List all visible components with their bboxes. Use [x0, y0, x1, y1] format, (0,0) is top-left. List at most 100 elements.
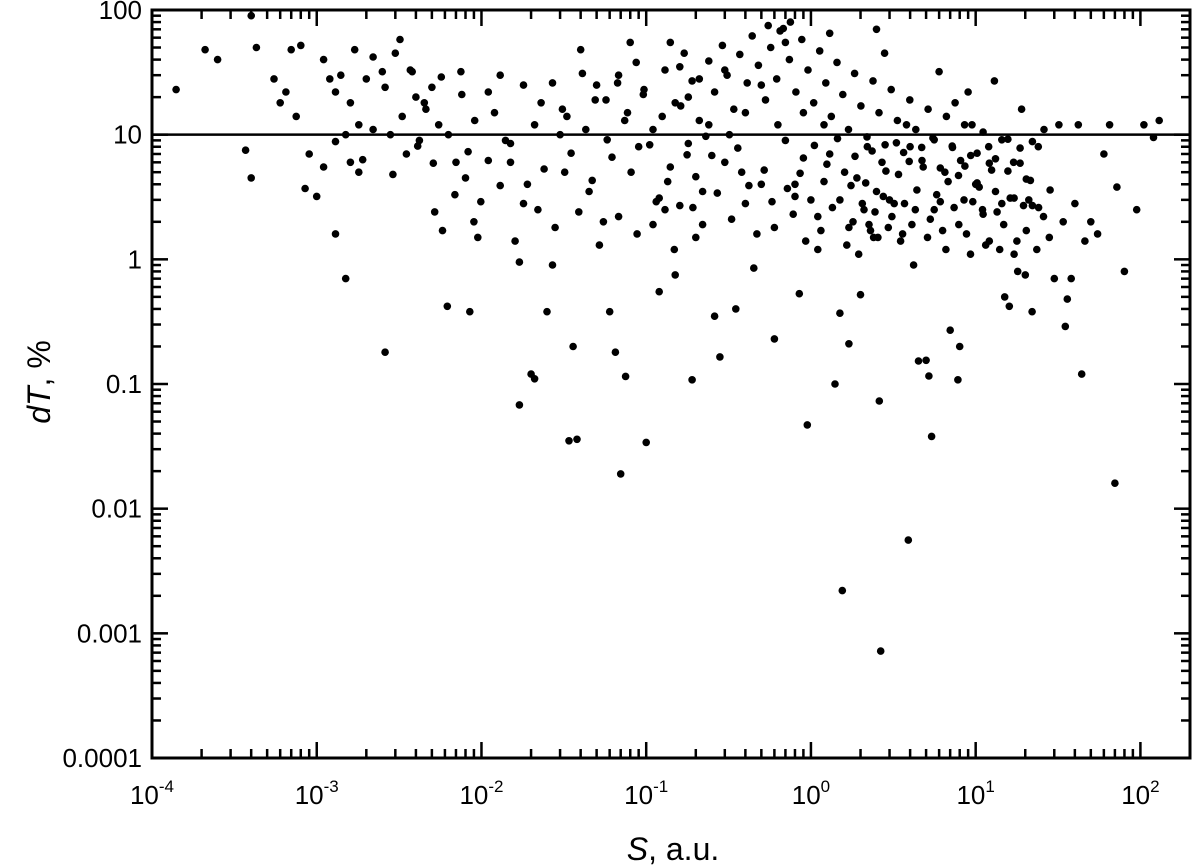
data-point — [909, 261, 918, 269]
data-point — [1140, 121, 1148, 129]
data-point — [962, 230, 971, 238]
data-point — [452, 158, 460, 167]
data-point — [391, 49, 400, 57]
data-point — [623, 108, 632, 117]
data-point — [652, 197, 660, 206]
data-point — [750, 264, 758, 272]
data-point — [1034, 203, 1043, 212]
data-point — [1010, 250, 1018, 258]
data-point — [872, 187, 881, 196]
data-point — [1033, 245, 1041, 254]
data-point — [458, 90, 466, 99]
data-point — [968, 121, 976, 129]
data-point — [973, 179, 981, 187]
data-point — [710, 88, 719, 96]
data-point — [985, 237, 994, 245]
data-point — [1016, 144, 1024, 152]
data-point — [768, 197, 776, 206]
data-point — [1021, 271, 1030, 279]
y-axis-title: dT, % — [21, 340, 57, 424]
data-point — [1034, 142, 1043, 151]
data-point — [902, 121, 911, 129]
data-point — [861, 179, 870, 187]
data-point — [614, 71, 623, 79]
x-tick-label: 10-4 — [130, 777, 174, 810]
data-point — [845, 223, 853, 232]
data-point — [1093, 230, 1102, 238]
x-tick-label: 10-1 — [624, 777, 668, 810]
data-point — [1067, 274, 1075, 283]
x-tick-base: 10 — [459, 780, 488, 810]
data-point — [966, 250, 975, 258]
data-point — [796, 169, 804, 178]
data-point — [935, 67, 943, 76]
data-point — [919, 163, 927, 171]
data-point — [814, 212, 822, 221]
data-point — [998, 136, 1006, 144]
y-axis-variable: dT — [21, 384, 57, 424]
data-point — [331, 137, 340, 146]
data-point — [961, 162, 969, 170]
data-point — [1155, 116, 1163, 125]
data-point — [966, 151, 975, 160]
data-point — [437, 73, 446, 81]
data-point — [396, 35, 404, 44]
data-point — [270, 75, 278, 83]
data-point — [429, 159, 438, 167]
data-point — [355, 168, 363, 176]
x-tick-label: 10-2 — [459, 777, 503, 810]
data-point — [839, 90, 847, 99]
data-point — [828, 203, 837, 212]
data-point — [1013, 267, 1022, 276]
x-tick-exponent: -2 — [488, 777, 503, 796]
data-point — [172, 85, 180, 94]
data-point — [519, 199, 528, 208]
data-point — [1120, 267, 1129, 276]
data-point — [1046, 186, 1054, 194]
data-point — [634, 142, 643, 151]
data-point — [680, 49, 688, 57]
data-point — [817, 226, 825, 235]
data-point — [872, 25, 881, 34]
data-point — [896, 237, 905, 245]
data-point — [783, 184, 792, 193]
data-point — [850, 69, 859, 78]
data-point — [936, 164, 945, 172]
data-point — [543, 307, 551, 316]
data-point — [496, 71, 505, 79]
data-point — [530, 375, 539, 383]
data-point — [875, 397, 884, 405]
x-tick-base: 10 — [792, 780, 821, 810]
data-point — [1040, 125, 1048, 134]
data-point — [1059, 218, 1067, 226]
data-point — [560, 168, 569, 176]
data-point — [904, 536, 913, 544]
data-point — [287, 45, 296, 54]
data-point — [898, 230, 907, 238]
data-point — [914, 357, 923, 365]
x-tick-exponent: -3 — [324, 777, 339, 796]
data-point — [689, 203, 697, 212]
data-point — [869, 77, 877, 85]
data-point — [930, 205, 938, 214]
data-point — [301, 184, 309, 193]
data-point — [1028, 307, 1036, 316]
data-point — [1022, 226, 1031, 235]
data-point — [913, 186, 921, 194]
plot-frame — [150, 8, 1192, 760]
data-point — [605, 307, 614, 316]
x-axis-unit: , a.u. — [648, 831, 719, 867]
data-point — [851, 152, 859, 161]
data-point — [506, 139, 515, 148]
data-point — [247, 174, 255, 182]
data-point — [477, 197, 485, 206]
data-point — [799, 108, 808, 117]
data-point — [847, 181, 855, 190]
data-point — [1028, 137, 1037, 146]
data-point — [815, 47, 824, 55]
data-point — [809, 99, 818, 107]
data-point — [723, 71, 731, 79]
data-point — [984, 142, 993, 151]
data-point — [1100, 150, 1108, 158]
data-point — [585, 187, 593, 196]
